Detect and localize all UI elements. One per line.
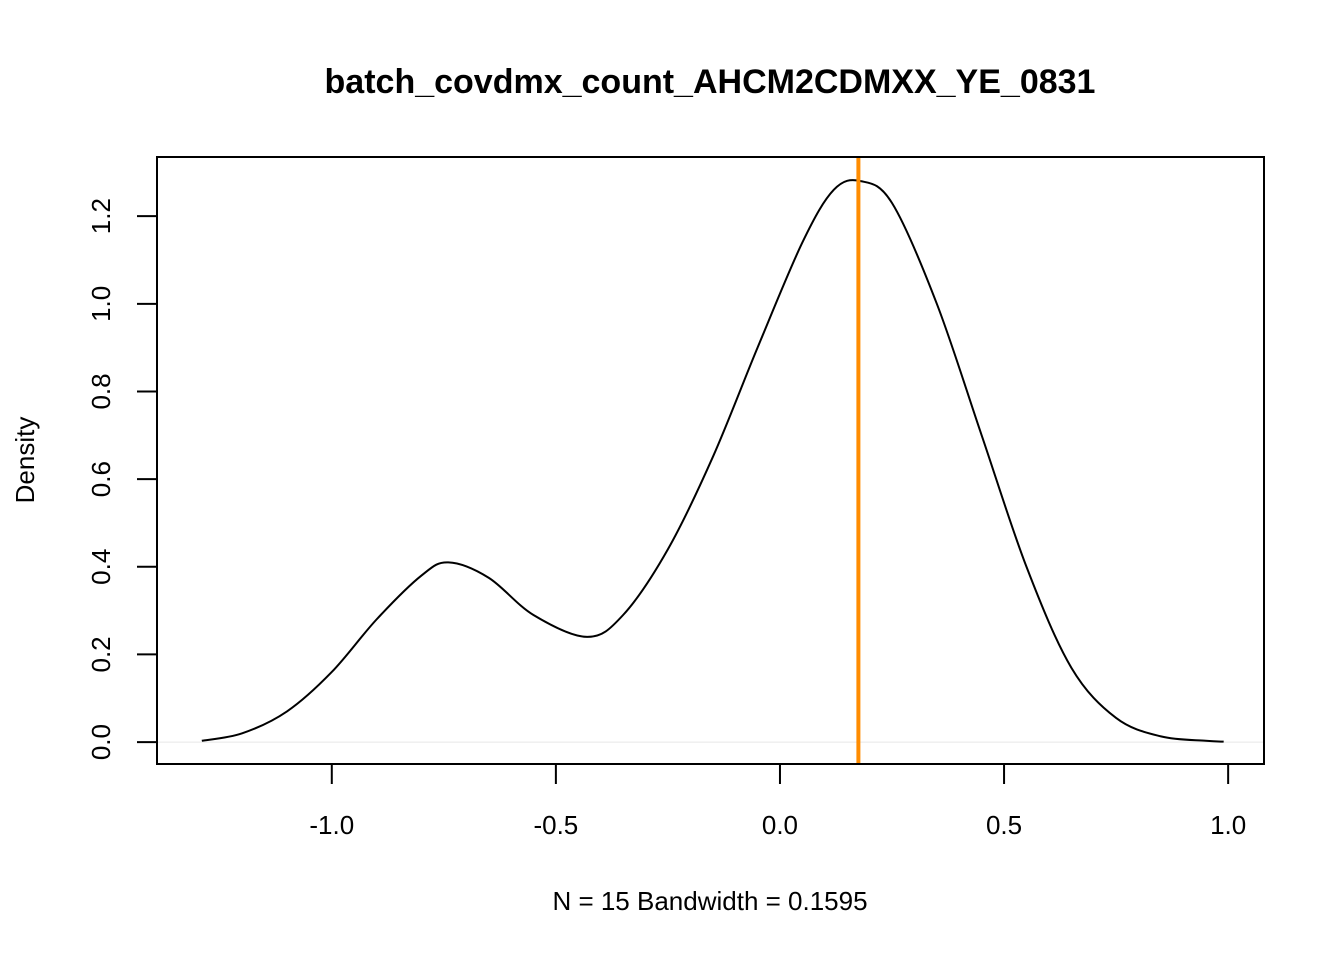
y-tick-label: 0.6 (86, 461, 116, 497)
chart-title: batch_covdmx_count_AHCM2CDMXX_YE_0831 (325, 63, 1096, 101)
y-tick-label: 0.8 (86, 373, 116, 409)
y-axis-label: Density (10, 417, 40, 504)
y-tick-label: 1.0 (86, 286, 116, 322)
x-tick-label: -1.0 (309, 810, 354, 840)
y-axis: 0.0 0.2 0.4 0.6 0.8 1.0 1.2 (86, 198, 158, 760)
x-tick-label: -0.5 (533, 810, 578, 840)
y-tick-label: 1.2 (86, 198, 116, 234)
series-layer (201, 179, 1224, 743)
x-axis: -1.0 -0.5 0.0 0.5 1.0 (309, 763, 1246, 840)
x-tick-label: 0.0 (762, 810, 798, 840)
y-tick-label: 0.2 (86, 636, 116, 672)
y-tick-label: 0.4 (86, 549, 116, 585)
y-tick-label: 0.0 (86, 724, 116, 760)
density-curve-0 (201, 179, 1224, 743)
x-tick-label: 0.5 (986, 810, 1022, 840)
x-tick-label: 1.0 (1210, 810, 1246, 840)
x-axis-label: N = 15 Bandwidth = 0.1595 (552, 886, 867, 916)
